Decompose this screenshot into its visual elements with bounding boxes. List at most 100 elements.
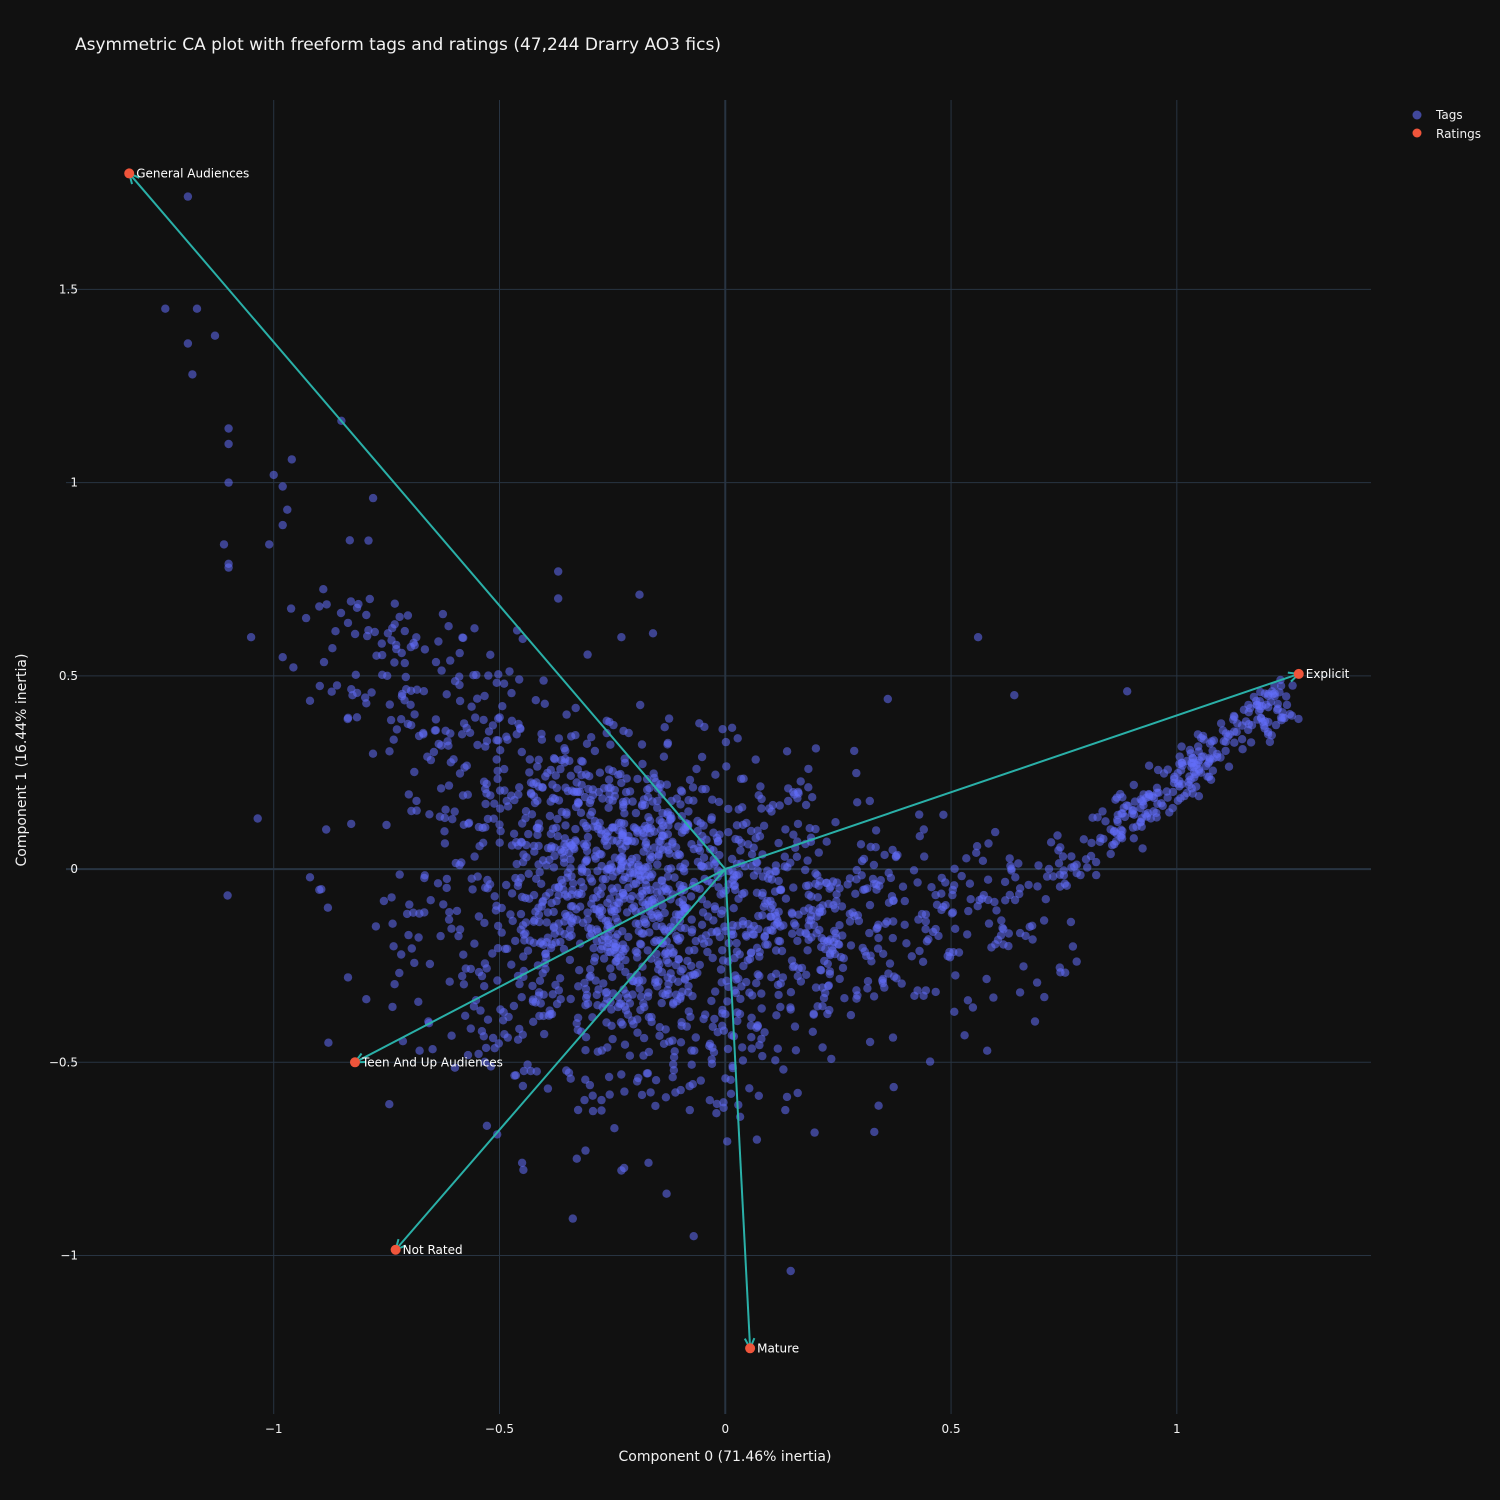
- tag-point: [323, 903, 333, 912]
- tag-point: [937, 889, 946, 898]
- tag-point: [434, 637, 443, 646]
- tag-point: [537, 879, 546, 888]
- tag-point: [639, 1051, 648, 1060]
- tag-point: [688, 783, 698, 792]
- tag-point: [459, 820, 468, 829]
- tag-point: [579, 818, 588, 828]
- legend-item-tags[interactable]: Tags: [1412, 108, 1463, 122]
- tag-point: [739, 774, 748, 783]
- tag-point: [756, 782, 765, 791]
- tag-point: [846, 1010, 856, 1020]
- tag-point: [664, 846, 673, 855]
- tag-point: [1055, 882, 1065, 891]
- tag-point: [183, 192, 193, 201]
- tag-point: [1113, 815, 1122, 824]
- tag-point: [653, 860, 662, 869]
- tag-point: [568, 902, 577, 911]
- tag-point: [714, 836, 723, 846]
- rating-point: [1293, 668, 1304, 679]
- tag-point: [474, 1049, 483, 1059]
- tag-point: [210, 331, 220, 340]
- tag-point: [523, 946, 533, 955]
- tag-point: [450, 807, 459, 816]
- tag-point: [1129, 780, 1139, 790]
- tag-point: [410, 767, 419, 777]
- tag-point: [447, 924, 456, 933]
- tag-point: [347, 685, 356, 694]
- tag-point: [351, 670, 360, 679]
- legend-item-ratings[interactable]: Ratings: [1412, 127, 1481, 141]
- tag-point: [388, 919, 397, 928]
- tag-point: [412, 633, 421, 642]
- tag-point: [710, 1014, 719, 1024]
- tag-point: [1229, 727, 1239, 736]
- tag-point: [776, 1002, 785, 1012]
- tag-point: [1076, 870, 1085, 880]
- tag-point: [951, 971, 960, 980]
- tag-point: [1175, 759, 1184, 769]
- tag-point: [419, 687, 429, 696]
- tag-point: [526, 1066, 535, 1076]
- tag-point: [347, 819, 356, 829]
- tag-point: [420, 645, 430, 654]
- tag-point: [546, 1009, 555, 1019]
- tag-point: [759, 821, 769, 830]
- tag-point: [712, 1109, 721, 1118]
- tag-point: [786, 1266, 795, 1276]
- tag-point: [631, 808, 641, 818]
- tag-point: [479, 1032, 488, 1041]
- tag-point: [620, 1002, 629, 1011]
- tag-point: [460, 763, 469, 772]
- tag-point: [559, 885, 568, 894]
- tag-point: [530, 798, 540, 808]
- tag-point: [684, 1007, 693, 1016]
- tag-point: [721, 737, 731, 747]
- tag-point: [577, 863, 586, 872]
- tag-point: [560, 758, 569, 767]
- tag-point: [585, 1080, 595, 1090]
- tag-point: [331, 627, 340, 636]
- tag-point: [278, 653, 287, 662]
- tag-point: [681, 826, 690, 835]
- tag-point: [696, 819, 705, 828]
- tag-point: [585, 798, 594, 808]
- tag-point: [1204, 772, 1214, 781]
- tag-point: [757, 989, 766, 998]
- tag-point: [395, 870, 404, 879]
- tag-point: [488, 721, 498, 730]
- tag-point: [519, 1066, 529, 1076]
- tag-point: [968, 1003, 978, 1012]
- tag-point: [897, 979, 906, 988]
- tag-point: [889, 1082, 898, 1092]
- tag-point: [617, 1166, 626, 1175]
- tag-point: [563, 892, 572, 901]
- tag-point: [726, 1089, 736, 1099]
- tag-point: [880, 983, 889, 992]
- tag-point: [749, 930, 759, 939]
- tag-point: [445, 977, 454, 986]
- tag-point: [377, 639, 386, 648]
- tag-point: [606, 783, 615, 792]
- tag-point: [581, 1046, 590, 1055]
- tag-point: [888, 933, 897, 943]
- tag-point: [367, 688, 376, 697]
- tag-point: [471, 713, 480, 722]
- tag-point: [736, 846, 745, 855]
- tag-point: [808, 1027, 817, 1037]
- tag-point: [871, 843, 880, 852]
- tag-point: [1083, 863, 1092, 872]
- tag-point: [775, 801, 784, 810]
- tag-point: [502, 732, 511, 741]
- tag-point: [442, 690, 451, 699]
- tag-point: [565, 925, 575, 934]
- tag-point: [395, 968, 404, 978]
- tag-point: [873, 923, 882, 932]
- tag-point: [813, 893, 822, 902]
- tag-point: [590, 957, 599, 966]
- tag-point: [834, 940, 844, 949]
- tag-point: [551, 771, 560, 780]
- rating-label: Explicit: [1306, 667, 1350, 681]
- tag-point: [681, 975, 690, 984]
- tag-point: [777, 946, 787, 956]
- tag-point: [654, 965, 663, 974]
